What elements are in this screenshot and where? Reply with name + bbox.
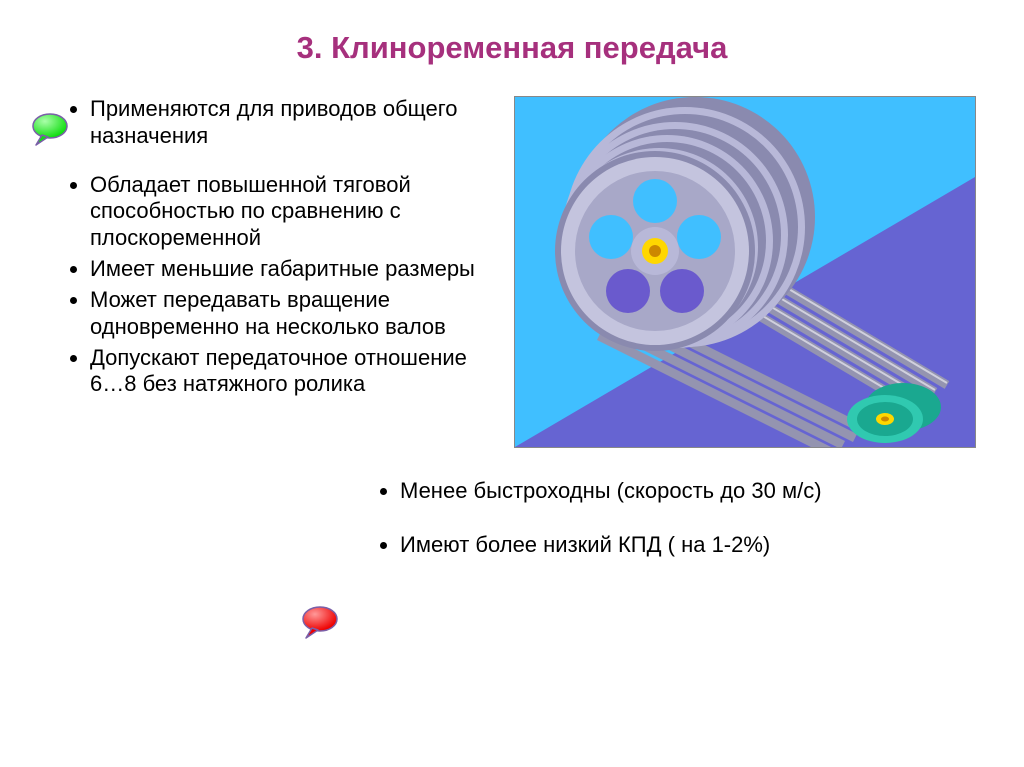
list-item: Имеет меньшие габаритные размеры	[90, 256, 494, 283]
disadvantages-list: Менее быстроходны (скорость до 30 м/с) И…	[380, 478, 984, 559]
list-item: Применяются для приводов общего назначен…	[90, 96, 494, 150]
pros-callout-icon	[30, 112, 70, 153]
cons-callout-icon	[300, 605, 340, 646]
belt-drive-diagram	[514, 96, 976, 448]
list-item: Менее быстроходны (скорость до 30 м/с)	[400, 478, 984, 504]
list-item: Имеют более низкий КПД ( на 1-2%)	[400, 532, 984, 558]
slide-title: 3. Клиноременная передача	[40, 30, 984, 66]
advantages-list: Применяются для приводов общего назначен…	[50, 96, 494, 398]
list-item: Допускают передаточное отношение 6…8 без…	[90, 345, 494, 399]
list-item: Может передавать вращение одновременно н…	[90, 287, 494, 341]
list-item: Обладает повышенной тяговой способностью…	[90, 172, 494, 252]
